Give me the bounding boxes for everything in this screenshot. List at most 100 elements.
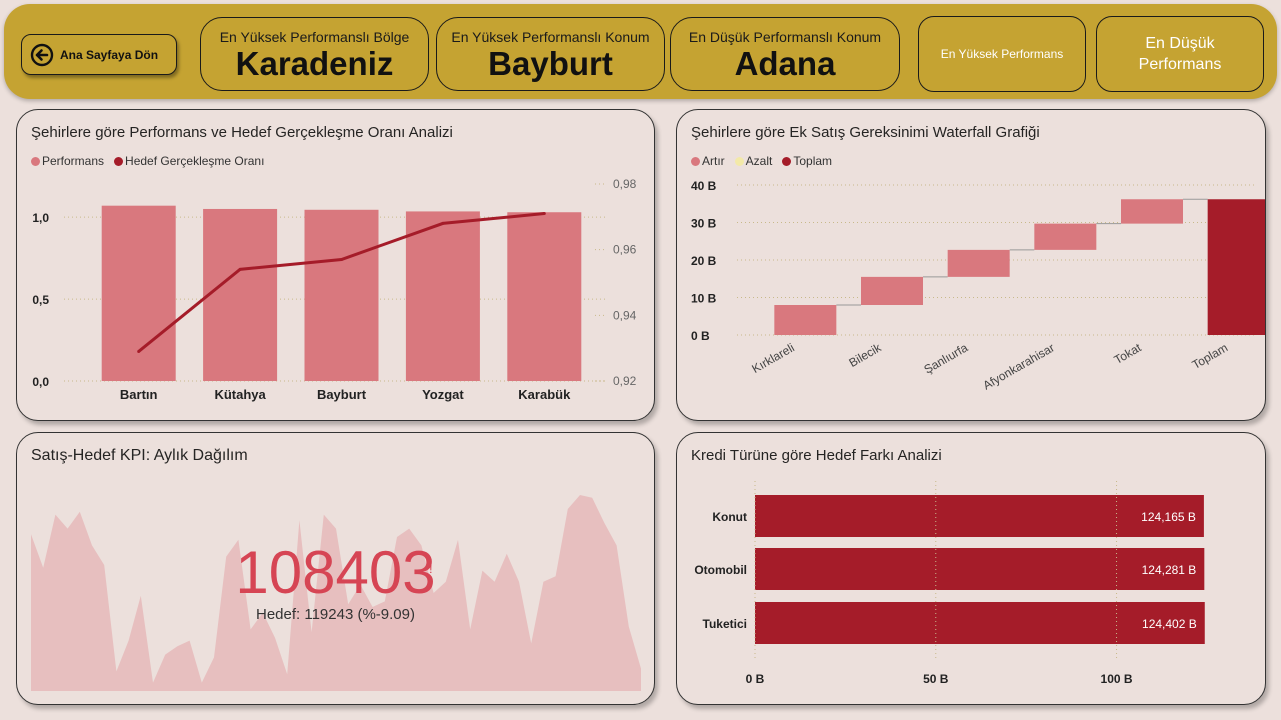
credit-bar <box>755 602 1205 644</box>
legend-swatch <box>782 156 792 166</box>
x-tick-label: Karabük <box>518 387 571 402</box>
kpi-visual-title: Satış-Hedef KPI: Aylık Dağılım <box>31 447 248 464</box>
legend-item[interactable]: Performans <box>31 154 104 168</box>
x-tick-label: Kırklareli <box>749 340 796 375</box>
y-tick-label: 30 B <box>691 217 717 231</box>
performance-chart-plot[interactable]: 0,0 0,5 1,0 0,92 0,94 0,96 0,98 Bartın Kütahya Ba… <box>17 110 655 421</box>
legend-label: Toplam <box>793 154 833 168</box>
kpi-card-value: Adana <box>734 45 836 82</box>
kpi-status-indicator: ! <box>429 561 433 576</box>
legend-label: Hedef Gerçekleşme Oranı <box>125 154 265 168</box>
kpi-card-value: Bayburt <box>488 45 613 82</box>
target-ratio-point <box>441 221 445 225</box>
x-tick-label: Bayburt <box>317 387 367 402</box>
waterfall-bar <box>1121 199 1183 224</box>
legend-item[interactable]: Artır <box>691 154 725 168</box>
kpi-trend-fill <box>31 495 641 691</box>
waterfall-bar <box>774 305 837 335</box>
credit-bar <box>755 495 1204 537</box>
y-tick-label: Konut <box>712 510 747 524</box>
bar-value-label: 124,281 B <box>1142 563 1197 577</box>
legend-label: Azalt <box>745 154 773 168</box>
kpi-card-title: En Yüksek Performanslı Bölge <box>219 29 410 45</box>
performance-bar <box>304 209 379 381</box>
arrow-left-circle-icon <box>30 43 54 67</box>
nav-button-label: En Düşük Performans <box>1138 35 1222 73</box>
chart-legend: Artır Azalt Toplam <box>691 154 838 168</box>
kpi-card-title: En Düşük Performanslı Konum <box>688 29 882 45</box>
kpi-card-value: Karadeniz <box>235 45 394 82</box>
legend-item[interactable]: Azalt <box>734 154 773 168</box>
waterfall-chart-panel: Şehirlere göre Ek Satış Gereksinimi Wate… <box>676 109 1266 421</box>
kpi-card-title: En Yüksek Performanslı Konum <box>451 29 650 45</box>
credit-chart-panel: Kredi Türüne göre Hedef Farkı Analizi Ko… <box>676 432 1266 705</box>
x-tick-label: 0 B <box>746 672 765 686</box>
y-right-tick-label: 0,96 <box>613 243 637 257</box>
legend-swatch <box>691 156 700 166</box>
legend-swatch <box>734 156 744 166</box>
chart-title: Şehirlere göre Performans ve Hedef Gerçe… <box>31 124 453 141</box>
y-tick-label: Tuketici <box>703 617 747 631</box>
y-tick-label: 10 B <box>691 292 717 306</box>
x-tick-label: Tokat <box>1112 340 1144 367</box>
y-left-tick-label: 1,0 <box>32 211 49 225</box>
kpi-trend-area <box>31 495 641 691</box>
performance-bar <box>203 208 278 381</box>
performance-chart-panel: Şehirlere göre Performans ve Hedef Gerçe… <box>16 109 655 421</box>
performance-bar <box>405 211 480 381</box>
waterfall-bar <box>861 276 923 305</box>
y-tick-label: 0 B <box>691 329 710 343</box>
y-left-tick-label: 0,0 <box>32 375 49 389</box>
waterfall-bar <box>1034 223 1097 250</box>
bar-value-label: 124,402 B <box>1142 617 1197 631</box>
legend-label: Performans <box>42 154 105 168</box>
kpi-card-top-region: En Yüksek Performanslı Bölge Karadeniz <box>200 17 429 91</box>
x-tick-label: Bilecik <box>846 340 884 370</box>
kpi-value: 108403 <box>235 539 436 606</box>
waterfall-chart-plot[interactable]: 0 B 10 B 20 B 30 B 40 B Kırklareli Bilecik Şanl… <box>677 110 1266 421</box>
x-tick-label: Şanlıurfa <box>922 340 971 376</box>
back-button-label: Ana Sayfaya Dön <box>60 47 159 62</box>
target-ratio-point <box>137 349 141 353</box>
back-to-home-button[interactable]: Ana Sayfaya Dön <box>21 34 177 75</box>
kpi-goal-text: Hedef: 119243 (%-9.09) <box>256 606 415 623</box>
waterfall-bar <box>1207 199 1265 335</box>
nav-button-lowest-performance[interactable]: En Düşük Performans <box>1096 16 1264 92</box>
kpi-card-top-location: En Yüksek Performanslı Konum Bayburt <box>436 17 665 91</box>
chart-title: Kredi Türüne göre Hedef Farkı Analizi <box>691 447 942 464</box>
x-tick-label: Toplam <box>1190 340 1231 371</box>
target-ratio-point <box>542 212 546 216</box>
y-right-tick-label: 0,98 <box>613 177 637 191</box>
y-tick-label: 40 B <box>691 179 717 193</box>
chart-title: Şehirlere göre Ek Satış Gereksinimi Wate… <box>691 124 1040 141</box>
legend-item[interactable]: Hedef Gerçekleşme Oranı <box>114 154 264 168</box>
credit-bar <box>755 548 1205 590</box>
credit-chart-plot[interactable]: Konut 124,165 B Otomobil 124,281 B Tuketici 1… <box>677 433 1266 705</box>
legend-swatch <box>31 156 40 166</box>
performance-bar <box>101 205 176 381</box>
x-tick-label: 50 B <box>923 672 949 686</box>
y-right-tick-label: 0,94 <box>613 308 637 322</box>
nav-button-highest-performance[interactable]: En Yüksek Performans <box>918 16 1086 92</box>
y-tick-label: Otomobil <box>694 563 747 577</box>
legend-swatch <box>114 156 124 166</box>
bar-value-label: 124,165 B <box>1141 510 1196 524</box>
target-ratio-point <box>340 258 343 262</box>
legend-item[interactable]: Toplam <box>782 154 832 168</box>
y-left-tick-label: 0,5 <box>32 293 49 307</box>
x-tick-label: Yozgat <box>422 387 464 402</box>
kpi-card-bottom-location: En Düşük Performanslı Konum Adana <box>670 17 900 91</box>
x-tick-label: Bartın <box>120 387 158 402</box>
nav-button-label: En Yüksek Performans <box>940 47 1064 61</box>
chart-legend: Performans Hedef Gerçekleşme Oranı <box>31 154 270 168</box>
x-tick-label: 100 B <box>1101 672 1133 686</box>
header-bar: Ana Sayfaya Dön En Yüksek Performanslı B… <box>4 4 1277 99</box>
performance-bar <box>507 212 582 381</box>
kpi-visual-panel: Satış-Hedef KPI: Aylık Dağılım 108403 ! … <box>16 432 655 705</box>
y-right-tick-label: 0,92 <box>613 374 637 388</box>
x-tick-label: Afyonkarahisar <box>981 340 1057 392</box>
legend-label: Artır <box>702 154 725 168</box>
x-tick-label: Kütahya <box>214 387 266 402</box>
waterfall-bar <box>947 249 1010 277</box>
target-ratio-point <box>238 267 242 271</box>
